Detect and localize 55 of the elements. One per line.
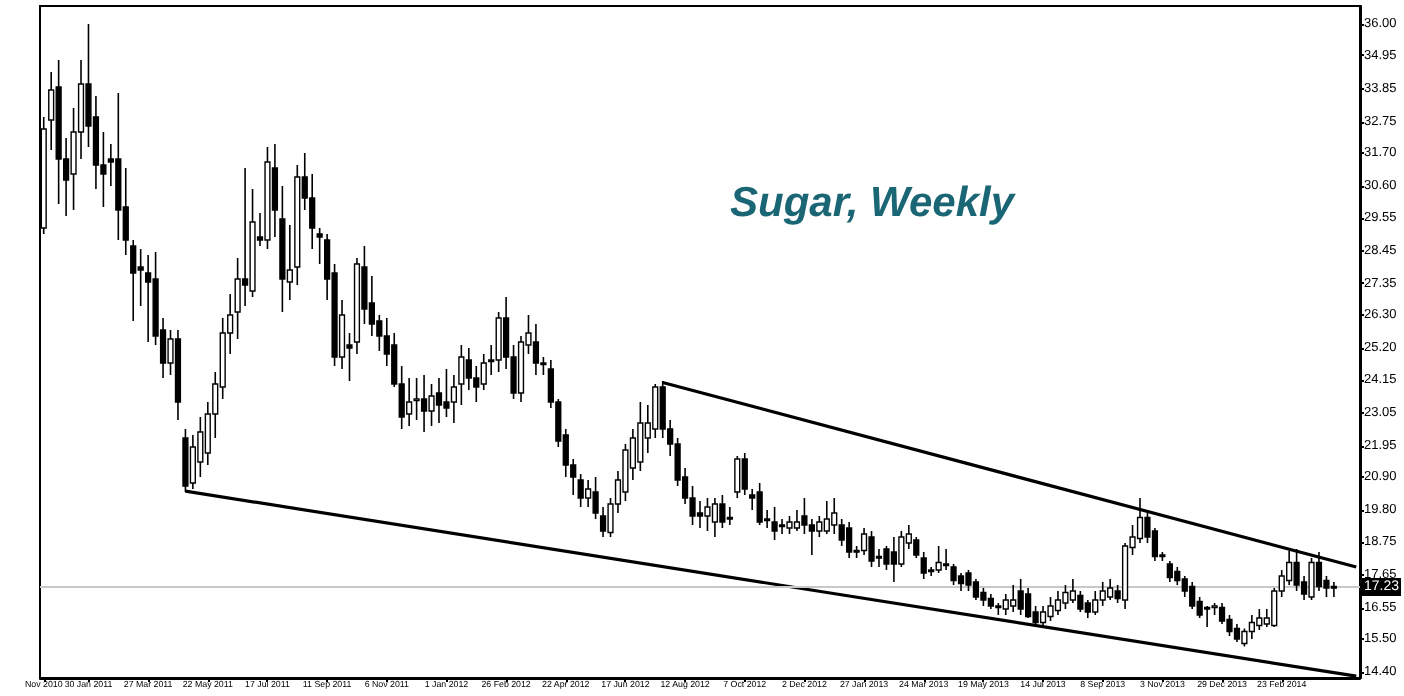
candlestick (1017, 578, 1024, 616)
candlestick (1330, 581, 1338, 598)
candlestick (1136, 497, 1144, 544)
candlestick (823, 500, 830, 535)
candlestick (413, 377, 420, 421)
candlestick (965, 569, 972, 592)
candlestick (1010, 584, 1017, 613)
candlestick (1256, 608, 1263, 631)
candlestick (935, 545, 942, 574)
candlestick (1039, 605, 1047, 628)
candlestick (860, 527, 868, 556)
candlestick (890, 536, 898, 583)
candlestick (1166, 560, 1173, 583)
candlestick (719, 494, 726, 529)
candlestick (1002, 593, 1009, 616)
candlestick (428, 383, 435, 427)
candlestick (1047, 596, 1054, 622)
candlestick (734, 455, 741, 499)
candlestick (704, 497, 711, 532)
candlestick (808, 518, 815, 556)
candlestick (1062, 584, 1069, 610)
candlestick (443, 368, 450, 418)
candlestick (771, 506, 778, 541)
candlestick (793, 509, 801, 532)
candlestick (637, 401, 644, 472)
candlestick (1248, 614, 1255, 640)
candlestick (480, 353, 487, 391)
candlestick (696, 500, 704, 529)
candlestick (1099, 581, 1106, 607)
candlestick (420, 374, 428, 433)
candlestick (585, 479, 592, 508)
candlestick (406, 377, 413, 427)
candlestick (846, 521, 853, 559)
text: Sugar, Weekly (730, 180, 1017, 226)
candlestick (1069, 578, 1077, 604)
candlestick (241, 167, 249, 307)
candlestick (711, 497, 719, 538)
candlestick (726, 506, 733, 526)
candlestick (145, 254, 152, 343)
candlestick (1107, 578, 1114, 601)
candlestick (778, 518, 786, 535)
candlestick (972, 578, 980, 601)
candlestick (435, 377, 443, 424)
candlestick (831, 497, 838, 535)
candlestick (868, 530, 875, 568)
candlestick (532, 323, 540, 376)
candlestick (1189, 581, 1196, 610)
candlestick (756, 482, 763, 526)
candlestick (920, 551, 927, 580)
candlestick (1025, 587, 1032, 619)
candlestick (1218, 602, 1226, 625)
candlestick (577, 473, 584, 508)
candlestick (1092, 590, 1099, 616)
candlestick (1204, 605, 1211, 628)
candlestick (1054, 590, 1062, 616)
